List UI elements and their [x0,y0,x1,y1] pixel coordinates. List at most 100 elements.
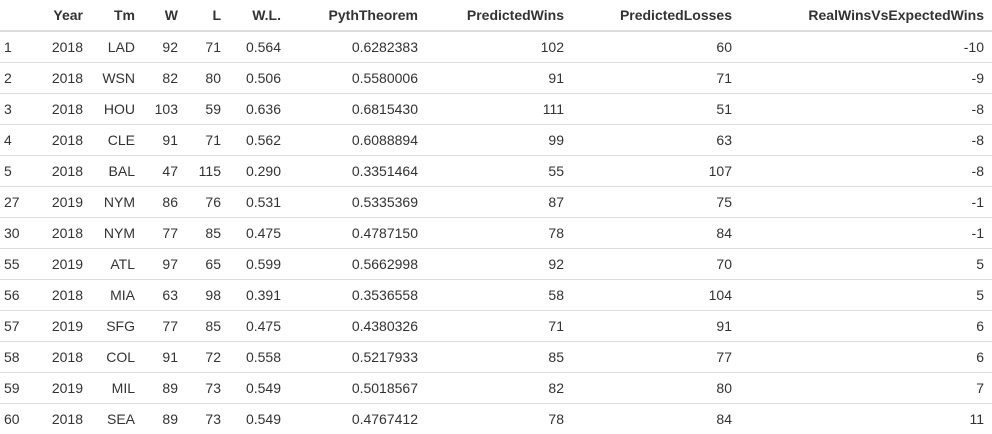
cell-team: SEA [91,403,143,434]
cell-predicted-losses: 91 [572,310,740,342]
cell-team: HOU [91,93,143,125]
cell-losses: 65 [186,248,229,280]
cell-team: NYM [91,186,143,218]
cell-predicted-wins: 58 [426,279,572,311]
cell-pyth-theorem: 0.6088894 [289,124,426,156]
cell-real-vs-expected: 5 [740,279,992,311]
cell-year: 2018 [37,279,91,311]
header-win-loss-pct: W.L. [229,0,289,32]
table-body: 1 2018 LAD 92 71 0.564 0.6282383 102 60 -10 2 2018 W… [0,31,992,434]
cell-predicted-losses: 70 [572,248,740,280]
cell-year: 2018 [37,93,91,125]
cell-pyth-theorem: 0.5335369 [289,186,426,218]
cell-real-vs-expected: 11 [740,403,992,434]
cell-win-loss-pct: 0.475 [229,217,289,249]
cell-year: 2019 [37,310,91,342]
cell-win-loss-pct: 0.558 [229,341,289,373]
table-row: 1 2018 LAD 92 71 0.564 0.6282383 102 60 -10 [0,31,992,63]
cell-pyth-theorem: 0.5018567 [289,372,426,404]
cell-wins: 82 [143,62,186,94]
cell-row-index: 2 [0,62,37,94]
table-row: 2 2018 WSN 82 80 0.506 0.5580006 91 71 -9 [0,62,992,94]
cell-win-loss-pct: 0.549 [229,372,289,404]
cell-losses: 73 [186,403,229,434]
table-row: 56 2018 MIA 63 98 0.391 0.3536558 58 104 5 [0,279,992,311]
cell-real-vs-expected: -8 [740,93,992,125]
cell-team: WSN [91,62,143,94]
cell-predicted-wins: 87 [426,186,572,218]
cell-pyth-theorem: 0.6815430 [289,93,426,125]
cell-predicted-wins: 82 [426,372,572,404]
cell-real-vs-expected: 6 [740,341,992,373]
cell-win-loss-pct: 0.531 [229,186,289,218]
table-row: 57 2019 SFG 77 85 0.475 0.4380326 71 91 6 [0,310,992,342]
header-wins: W [143,0,186,32]
cell-team: LAD [107,39,135,55]
cell-year: 2018 [37,62,91,94]
cell-losses: 85 [186,310,229,342]
cell-team: MIA [91,279,143,311]
cell-losses: 71 [205,39,221,55]
cell-row-index: 1 [4,39,12,55]
cell-win-loss-pct: 0.564 [245,39,281,55]
cell-losses: 76 [186,186,229,218]
cell-wins: 91 [143,341,186,373]
cell-team: SFG [91,310,143,342]
cell-real-vs-expected: -1 [740,186,992,218]
cell-wins: 91 [143,124,186,156]
cell-team: ATL [91,248,143,280]
table-row: 30 2018 NYM 77 85 0.475 0.4787150 78 84 -1 [0,217,992,249]
cell-win-loss-pct: 0.636 [229,93,289,125]
cell-win-loss-pct: 0.475 [229,310,289,342]
cell-row-index: 58 [0,341,37,373]
cell-row-index: 27 [0,186,37,218]
cell-year: 2019 [37,186,91,218]
cell-predicted-losses: 75 [572,186,740,218]
cell-row-index: 3 [0,93,37,125]
cell-wins: 77 [143,217,186,249]
header-losses: L [186,0,229,32]
header-predicted-losses: PredictedLosses [572,0,740,32]
cell-predicted-wins: 78 [426,403,572,434]
cell-row-index: 30 [0,217,37,249]
cell-year: 2018 [37,155,91,187]
cell-win-loss-pct: 0.391 [229,279,289,311]
cell-predicted-losses: 71 [572,62,740,94]
cell-row-index: 60 [0,403,37,434]
table-row: 59 2019 MIL 89 73 0.549 0.5018567 82 80 7 [0,372,992,404]
cell-real-vs-expected: -1 [740,217,992,249]
cell-team: CLE [91,124,143,156]
cell-year: 2018 [37,217,91,249]
cell-predicted-wins: 71 [426,310,572,342]
cell-wins: 103 [143,93,186,125]
cell-wins: 47 [143,155,186,187]
cell-team: NYM [91,217,143,249]
table-header: Year Tm W L W.L. PythTheorem PredictedWi… [0,0,992,32]
cell-row-index: 56 [0,279,37,311]
cell-wins: 92 [162,39,178,55]
cell-row-index: 5 [0,155,37,187]
cell-wins: 89 [143,372,186,404]
cell-pyth-theorem: 0.3536558 [289,279,426,311]
cell-losses: 71 [186,124,229,156]
cell-losses: 73 [186,372,229,404]
cell-year: 2018 [51,39,83,55]
cell-predicted-losses: 107 [572,155,740,187]
cell-predicted-losses: 51 [572,93,740,125]
cell-real-vs-expected: 6 [740,310,992,342]
cell-pyth-theorem: 0.5580006 [289,62,426,94]
table-row: 4 2018 CLE 91 71 0.562 0.6088894 99 63 -8 [0,124,992,156]
cell-year: 2019 [37,372,91,404]
cell-row-index: 57 [0,310,37,342]
cell-pyth-theorem: 0.3351464 [289,155,426,187]
cell-real-vs-expected: 5 [740,248,992,280]
cell-predicted-wins: 99 [426,124,572,156]
cell-real-vs-expected: -10 [963,39,984,55]
cell-predicted-wins: 111 [426,93,572,125]
cell-losses: 80 [186,62,229,94]
cell-row-index: 4 [0,124,37,156]
cell-win-loss-pct: 0.549 [229,403,289,434]
cell-wins: 97 [143,248,186,280]
cell-year: 2018 [37,124,91,156]
